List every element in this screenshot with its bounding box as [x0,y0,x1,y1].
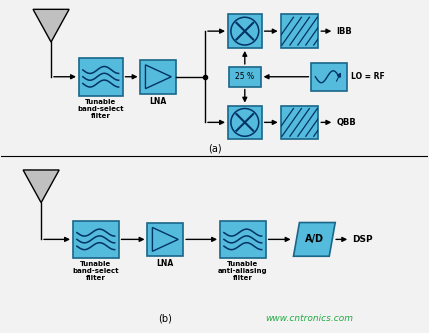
Text: LNA: LNA [157,259,174,268]
Text: QBB: QBB [336,118,356,127]
Bar [281,14,318,48]
Bar [281,14,318,48]
Text: (b): (b) [158,314,172,324]
Bar [229,67,261,87]
Text: Tunable
band-select
filter: Tunable band-select filter [77,99,124,119]
Text: LNA: LNA [150,97,167,106]
Bar [228,106,262,139]
Bar [79,58,123,96]
Text: IBB: IBB [336,27,352,36]
Bar [140,60,176,94]
Text: (a): (a) [208,143,222,153]
Text: Tunable
anti-aliasing
filter: Tunable anti-aliasing filter [218,261,268,281]
Bar [228,14,262,48]
Polygon shape [293,222,335,256]
Text: Tunable
band-select
filter: Tunable band-select filter [73,261,119,281]
Text: www.cntronics.com: www.cntronics.com [266,314,353,323]
Text: A/D: A/D [305,234,324,244]
Text: 25 %: 25 % [235,72,254,81]
Polygon shape [33,9,69,42]
Bar [281,106,318,139]
Bar [281,106,318,139]
Text: DSP: DSP [352,235,373,244]
Polygon shape [23,170,59,203]
Bar [311,63,347,91]
Bar [73,220,119,258]
Text: LO = RF: LO = RF [351,72,385,81]
Bar [220,220,266,258]
Bar [148,222,183,256]
